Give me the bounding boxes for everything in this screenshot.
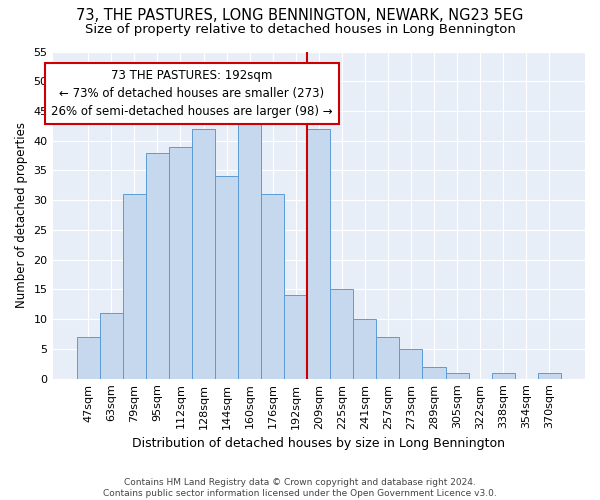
Bar	[261, 194, 284, 378]
Bar	[192, 129, 215, 378]
Text: 73 THE PASTURES: 192sqm
← 73% of detached houses are smaller (273)
26% of semi-d: 73 THE PASTURES: 192sqm ← 73% of detache…	[51, 70, 333, 118]
Bar	[538, 372, 561, 378]
Bar	[446, 372, 469, 378]
Bar	[330, 290, 353, 378]
Text: 73, THE PASTURES, LONG BENNINGTON, NEWARK, NG23 5EG: 73, THE PASTURES, LONG BENNINGTON, NEWAR…	[76, 8, 524, 22]
Text: Contains HM Land Registry data © Crown copyright and database right 2024.
Contai: Contains HM Land Registry data © Crown c…	[103, 478, 497, 498]
Bar	[353, 319, 376, 378]
Text: Size of property relative to detached houses in Long Bennington: Size of property relative to detached ho…	[85, 22, 515, 36]
Bar	[284, 296, 307, 378]
Bar	[215, 176, 238, 378]
Bar	[146, 152, 169, 378]
Bar	[376, 337, 400, 378]
Y-axis label: Number of detached properties: Number of detached properties	[15, 122, 28, 308]
Bar	[123, 194, 146, 378]
X-axis label: Distribution of detached houses by size in Long Bennington: Distribution of detached houses by size …	[132, 437, 505, 450]
Bar	[491, 372, 515, 378]
Bar	[307, 129, 330, 378]
Bar	[422, 367, 446, 378]
Bar	[238, 123, 261, 378]
Bar	[400, 349, 422, 378]
Bar	[77, 337, 100, 378]
Bar	[169, 146, 192, 378]
Bar	[100, 313, 123, 378]
